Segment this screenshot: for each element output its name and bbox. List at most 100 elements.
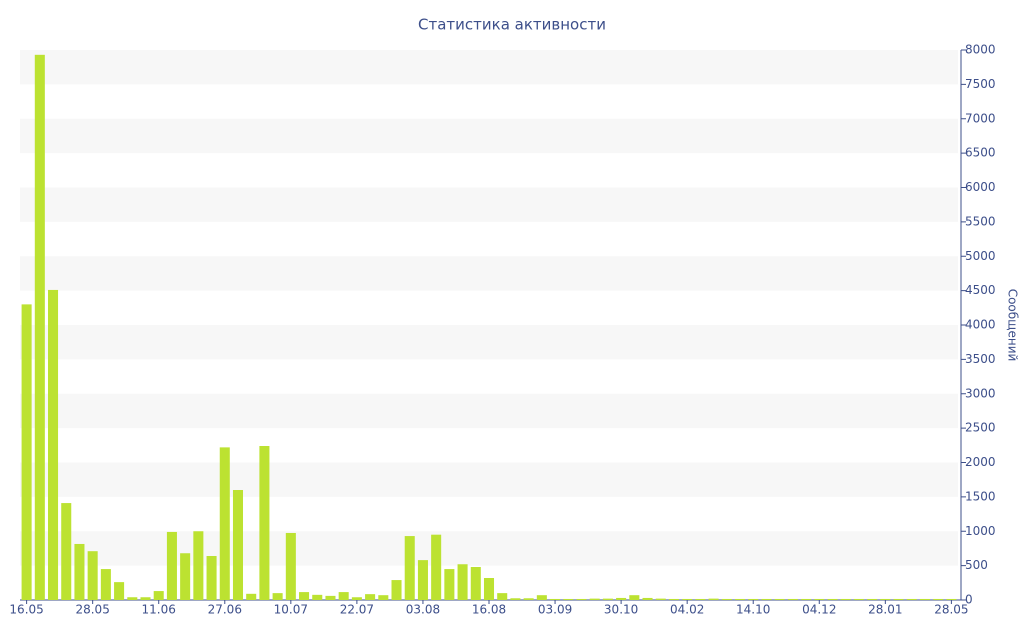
x-tick-label: 03.08 [406,603,440,617]
bar [655,598,666,600]
grid-band [20,256,958,291]
bar [629,595,640,600]
x-tick-label: 30.10 [604,603,638,617]
x-tick-label: 28.05 [934,603,968,617]
bar [34,54,45,600]
x-tick-label: 11.06 [142,603,176,617]
y-tick-label: 7500 [965,77,996,91]
y-tick-label: 2500 [965,421,996,435]
bar [576,598,587,600]
y-tick-label: 6500 [965,146,996,160]
bar [21,304,32,600]
bar [365,594,376,600]
bar [708,598,719,600]
grid-band [20,393,958,429]
x-tick-label: 10.07 [274,603,308,617]
bar [761,598,772,600]
bar [259,446,270,600]
bar [417,560,428,600]
bar [299,592,310,600]
bar [61,503,72,600]
y-tick-label: 8000 [965,43,996,57]
y-tick-label: 0 [965,593,973,607]
bar [87,551,98,600]
bar [457,564,468,600]
bar [497,593,508,600]
bar [338,592,349,600]
bar [721,598,732,600]
y-axis-title: Сообщений [1006,289,1020,362]
bar [880,598,891,600]
bar [470,567,481,600]
bar [523,598,534,600]
bar [840,598,851,600]
bar [193,531,204,600]
bar [219,447,230,600]
bar [127,597,138,600]
y-tick-label: 1500 [965,489,996,503]
bar [140,597,151,600]
y-tick-label: 3000 [965,386,996,400]
bar [166,531,177,600]
bar [827,598,838,600]
bar [272,593,283,600]
y-tick-label: 5000 [965,249,996,263]
bar [325,595,336,600]
bar [391,580,402,600]
bar [510,598,521,600]
x-tick-label: 14.10 [736,603,770,617]
bar [616,597,627,600]
bar [919,598,930,600]
bar [814,598,825,600]
bar [483,578,495,600]
y-tick-label: 2000 [965,455,996,469]
bar [180,553,191,600]
y-tick-label: 4000 [965,318,996,332]
bar [642,597,653,600]
x-tick-label: 04.12 [802,603,836,617]
bar [933,598,944,600]
bar [378,595,389,600]
bar [444,569,455,600]
bar [431,534,442,600]
grid-band [20,325,958,360]
bar [312,594,323,600]
bar [668,598,679,600]
bar [682,598,693,600]
bar [285,532,296,600]
x-tick-label: 27.06 [208,603,242,617]
x-tick-label: 04.02 [670,603,704,617]
bar [774,598,785,600]
bar [906,598,917,600]
bar [153,591,164,600]
y-tick-label: 4500 [965,283,996,297]
bar [351,597,362,600]
bar [893,598,904,600]
y-tick-label: 6000 [965,180,996,194]
x-tick-label: 03.09 [538,603,572,617]
bar [801,598,812,600]
bar [48,289,59,600]
grid-band [20,50,958,85]
y-tick-label: 500 [965,558,988,572]
bar [867,598,878,600]
bar [748,598,759,600]
bar [74,543,85,600]
x-tick-label: 28.05 [75,603,109,617]
x-tick-label: 16.05 [9,603,43,617]
bar [114,582,125,600]
bar [550,598,561,600]
bar [563,598,574,600]
y-tick-label: 7000 [965,111,996,125]
bar [232,490,244,600]
bar [946,598,957,600]
grid-band [20,187,958,222]
grid-band [20,531,958,566]
bar [695,598,706,600]
grid-band [20,118,958,154]
y-tick-label: 3500 [965,352,996,366]
bar [100,569,111,600]
bar [536,595,547,600]
bar [589,598,600,600]
